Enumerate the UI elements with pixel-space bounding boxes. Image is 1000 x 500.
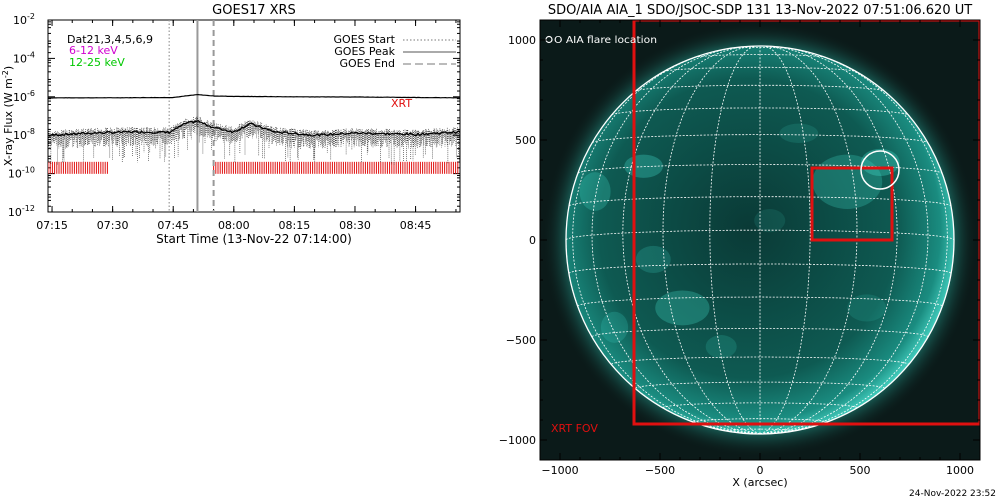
grid-line (694, 54, 826, 58)
xrs-y-tick-exp: -6 (27, 89, 35, 98)
grid-line (759, 46, 898, 435)
xrs-y-tick-exp: -4 (27, 50, 35, 59)
xrs-y-tick-label: 10-6 (13, 89, 35, 104)
xrs-y-tick-base: 10 (13, 91, 27, 104)
active-region (635, 245, 671, 273)
grid-line (568, 196, 952, 207)
xrs-y-tick-label: 10-8 (13, 127, 35, 142)
grid-line (577, 164, 943, 174)
xrs-y-tick-label: 10-12 (8, 204, 35, 219)
legend-goes-start: GOES Start (334, 33, 396, 46)
xrs-y-tick-label: 10-2 (13, 12, 35, 27)
xrs-x-tick-label: 07:30 (97, 219, 129, 232)
xrs-y-tick-base: 10 (13, 14, 27, 27)
xrs-y-axis-label-close: ) (2, 66, 15, 70)
xrt-coverage-marks (48, 161, 459, 174)
xrs-x-tick-labels: 07:15 07:30 07:45 08:00 08:15 08:30 08:45 (36, 219, 431, 232)
grid-line (622, 46, 761, 435)
grid-line (611, 356, 909, 365)
grid-line (759, 46, 929, 435)
aia-y-tick-label: 500 (515, 134, 536, 147)
heliographic-grid (565, 45, 955, 435)
xrs-axis-ticks (48, 19, 460, 213)
xrt-fov-label: XRT FOV (551, 422, 598, 435)
xrt-label: XRT (391, 97, 412, 110)
band-label-12-25kev: 12-25 keV (69, 56, 125, 69)
xrs-y-tick-base: 10 (13, 129, 27, 142)
goes-short-channel-line (48, 119, 460, 137)
active-region (860, 148, 900, 176)
xrs-y-tick-base: 10 (13, 52, 27, 65)
grid-line (759, 45, 811, 435)
active-region (705, 335, 737, 359)
active-region (624, 154, 663, 178)
aia-flare-location-circle (860, 150, 900, 190)
xrs-legend: GOES Start GOES Peak GOES End (334, 33, 456, 70)
aia-y-tick-label: 0 (529, 234, 536, 247)
solar-limb (565, 45, 955, 435)
legend-goes-peak: GOES Peak (334, 45, 395, 58)
active-region (579, 172, 611, 211)
active-region (779, 123, 819, 143)
goes-title: GOES17 XRS (212, 3, 296, 18)
xrs-x-tick-label: 08:15 (279, 219, 311, 232)
band-label-6-12kev: 6-12 keV (69, 44, 118, 57)
xrs-y-tick-label: 10-4 (13, 50, 35, 65)
aia-y-tick-label: 1000 (508, 34, 536, 47)
aia-axis-ticks (540, 20, 980, 460)
active-region (655, 290, 710, 326)
aia-image-panel: SDO/AIA AIA_1 SDO/JSOC-SDP 131 13-Nov-20… (499, 3, 981, 489)
active-region (847, 294, 887, 322)
grid-line (572, 49, 761, 435)
aia-x-tick-label: −500 (645, 464, 675, 477)
aia-title: SDO/AIA AIA_1 SDO/JSOC-SDP 131 13-Nov-20… (548, 3, 972, 18)
grid-line (635, 84, 885, 92)
xrs-y-tick-exp: -8 (27, 127, 35, 136)
grid-line (591, 46, 761, 435)
goes-xrs-panel: GOES17 XRS 07:15 07:30 07:45 08:00 08:15 08:3… (1, 3, 461, 246)
xrs-y-axis-label-main: X-ray Flux (W m (2, 78, 15, 166)
aia-y-tick-labels: 1000 500 0 −500 −1000 (499, 34, 536, 447)
goes-long-channel-line (48, 93, 460, 99)
xrs-y-tick-base: 10 (8, 168, 22, 181)
legend-goes-end: GOES End (339, 57, 395, 70)
footer-timestamp: 24-Nov-2022 23:52 (909, 489, 996, 499)
grid-line (759, 49, 948, 435)
xrs-x-tick-label: 08:45 (400, 219, 432, 232)
xrs-x-tick-label: 08:00 (218, 219, 250, 232)
active-region (754, 208, 786, 233)
aia-legend-text: O AIA flare location (554, 35, 657, 46)
xrs-x-tick-label: 07:45 (157, 219, 189, 232)
xrt-fov-box (632, 20, 980, 426)
grid-line (759, 46, 858, 435)
aia-x-tick-labels: −1000 −500 0 500 1000 (541, 464, 974, 477)
aia-legend: O AIA flare location (545, 35, 657, 46)
flare-region-box (810, 166, 894, 242)
active-region (600, 311, 629, 343)
xrs-x-tick-label: 07:15 (36, 219, 68, 232)
xrs-y-tick-exp: -12 (22, 204, 35, 213)
xrs-y-axis-label: X-ray Flux (W m-2) (1, 66, 15, 166)
xrs-x-tick-label: 08:30 (339, 219, 371, 232)
aia-x-tick-label: 500 (850, 464, 871, 477)
xrs-y-tick-label: 10-10 (8, 166, 35, 181)
aia-y-tick-label: −1000 (499, 434, 536, 447)
aia-x-tick-label: 1000 (946, 464, 974, 477)
grid-line (709, 45, 761, 435)
xrs-y-tick-base: 10 (8, 206, 22, 219)
aia-x-tick-label: −1000 (541, 464, 578, 477)
xrs-y-tick-exp: -10 (22, 166, 35, 175)
xrs-dataset-label: Dat21,3,4,5,6,9 (67, 33, 153, 46)
grid-line (662, 46, 761, 435)
xrs-y-tick-exp: -2 (27, 12, 35, 21)
xrs-y-axis-label-sup: -2 (1, 70, 10, 78)
aia-y-tick-label: −500 (506, 334, 536, 347)
xrs-x-axis-label: Start Time (13-Nov-22 07:14:00) (156, 232, 352, 246)
aia-x-tick-label: 0 (757, 464, 764, 477)
aia-x-axis-label: X (arcsec) (732, 476, 787, 489)
